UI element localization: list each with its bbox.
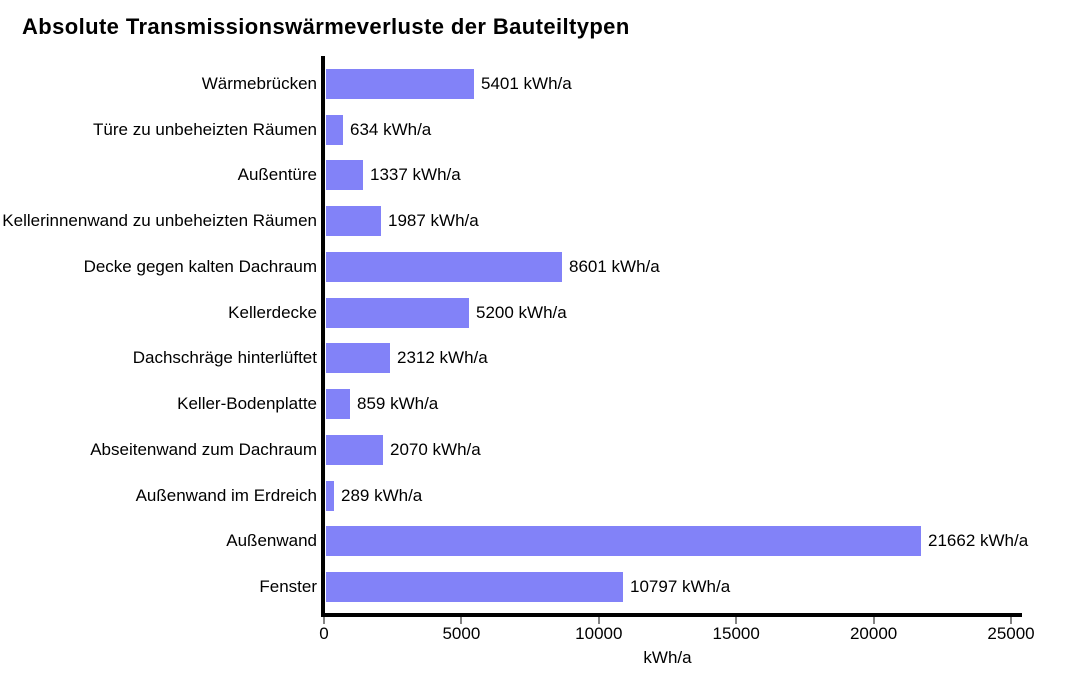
category-label: Fenster xyxy=(259,577,317,597)
x-tick-label: 5000 xyxy=(442,624,481,643)
bar-row: Außenwand im Erdreich 289 kWh/a xyxy=(0,473,1078,519)
value-label: 1987 kWh/a xyxy=(388,211,479,231)
x-tick-label: 20000 xyxy=(849,624,898,643)
bar xyxy=(326,297,469,328)
category-label: Außenwand im Erdreich xyxy=(135,485,317,505)
x-tick-label: 10000 xyxy=(575,624,623,643)
bar xyxy=(326,251,562,282)
x-tick-mark xyxy=(597,617,600,624)
bar-row: Außenwand 21662 kWh/a xyxy=(0,518,1078,564)
value-label: 859 kWh/a xyxy=(357,394,439,414)
bar xyxy=(326,434,383,465)
plot-area: Wärmebrücken 5401 kWh/a Türe zu unbeheizte… xyxy=(0,61,1078,611)
category-label: Decke gegen kalten Dachraum xyxy=(83,256,317,276)
category-label: Außentüre xyxy=(237,165,317,185)
value-label: 634 kWh/a xyxy=(350,119,432,139)
bar-row: Kellerdecke 5200 kWh/a xyxy=(0,290,1078,336)
bar xyxy=(326,343,390,374)
value-label: 2070 kWh/a xyxy=(390,439,481,459)
value-label: 2312 kWh/a xyxy=(397,348,488,368)
category-label: Türe zu unbeheizten Räumen xyxy=(93,119,317,139)
bar-row: Fenster 10797 kWh/a xyxy=(0,564,1078,610)
value-label: 10797 kWh/a xyxy=(630,577,731,597)
value-label: 21662 kWh/a xyxy=(928,531,1029,551)
x-tick-mark xyxy=(735,617,738,624)
category-label: Dachschräge hinterlüftet xyxy=(132,348,317,368)
bar-row: Kellerinnenwand zu unbeheizten Räumen 198… xyxy=(0,198,1078,244)
value-label: 5200 kWh/a xyxy=(476,302,567,322)
x-tick-label: 0 xyxy=(319,624,329,643)
bar-row: Dachschräge hinterlüftet 2312 kWh/a xyxy=(0,335,1078,381)
chart-title: Absolute Transmissionswärmeverluste der … xyxy=(22,14,630,39)
category-label: Außenwand xyxy=(226,531,317,551)
bar xyxy=(326,206,381,237)
bar-row: Außentüre 1337 kWh/a xyxy=(0,152,1078,198)
category-label: Abseitenwand zum Dachraum xyxy=(90,439,317,459)
bar xyxy=(326,160,363,191)
category-label: Kellerdecke xyxy=(228,302,317,322)
x-tick-label: 15000 xyxy=(712,624,760,643)
x-tick-mark xyxy=(872,617,875,624)
x-tick-label: 25000 xyxy=(987,624,1035,643)
value-label: 5401 kWh/a xyxy=(481,74,572,93)
bar-row: Wärmebrücken 5401 kWh/a xyxy=(0,61,1078,107)
y-axis-line xyxy=(321,56,325,617)
bar-row: Türe zu unbeheizten Räumen 634 kWh/a xyxy=(0,107,1078,153)
x-axis-title: kWh/a xyxy=(643,648,692,667)
bar-row: Abseitenwand zum Dachraum 2070 kWh/a xyxy=(0,427,1078,473)
bar-row: Keller-Bodenplatte 859 kWh/a xyxy=(0,381,1078,427)
bar xyxy=(326,69,474,99)
bar xyxy=(326,526,921,557)
value-label: 8601 kWh/a xyxy=(569,256,660,276)
category-label: Wärmebrücken xyxy=(201,74,317,93)
x-tick-mark xyxy=(460,617,463,624)
bar-row: Decke gegen kalten Dachraum 8601 kWh/a xyxy=(0,244,1078,290)
x-tick-mark xyxy=(323,617,325,624)
x-tick-mark xyxy=(1010,617,1012,624)
bar xyxy=(326,114,343,145)
bar xyxy=(326,480,334,511)
value-label: 289 kWh/a xyxy=(341,485,423,505)
x-axis-line xyxy=(321,613,1022,617)
value-label: 1337 kWh/a xyxy=(370,165,461,185)
bar xyxy=(326,389,350,420)
bar xyxy=(326,572,623,603)
category-label: Keller-Bodenplatte xyxy=(177,394,317,414)
category-label: Kellerinnenwand zu unbeheizten Räumen xyxy=(2,211,317,231)
